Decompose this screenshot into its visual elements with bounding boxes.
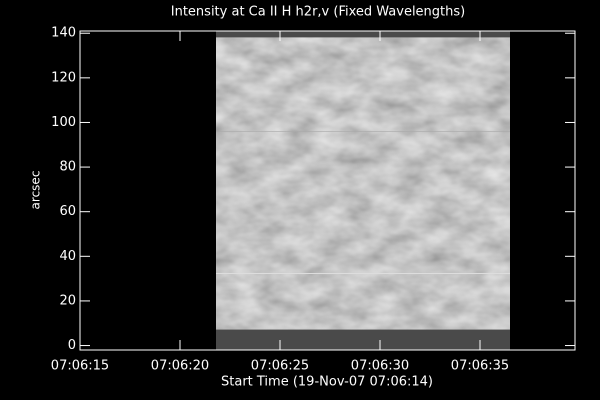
image-band (216, 329, 510, 350)
y-tick-label: 100 (51, 115, 76, 130)
x-axis-label: Start Time (19-Nov-07 07:06:14) (221, 375, 433, 390)
image-band (216, 31, 510, 38)
x-tick-label: 07:06:20 (151, 359, 209, 374)
y-tick-label: 80 (59, 160, 76, 175)
plot-frame (79, 30, 576, 351)
y-tick-label: 20 (59, 293, 76, 308)
x-tick-label: 07:06:35 (451, 359, 509, 374)
y-tick-label: 0 (68, 338, 76, 353)
x-tick-label: 07:06:30 (351, 359, 409, 374)
image (216, 31, 510, 350)
x-tick-label: 07:06:15 (51, 359, 109, 374)
y-tick-label: 40 (59, 249, 76, 264)
chart-title: Intensity at Ca II H h2r,v (Fixed Wavele… (171, 5, 465, 20)
y-axis-label: arcsec (29, 171, 43, 210)
y-tick-label: 140 (51, 26, 76, 41)
y-tick-label: 60 (59, 204, 76, 219)
x-tick-label: 07:06:25 (251, 359, 309, 374)
y-tick-label: 120 (51, 70, 76, 85)
